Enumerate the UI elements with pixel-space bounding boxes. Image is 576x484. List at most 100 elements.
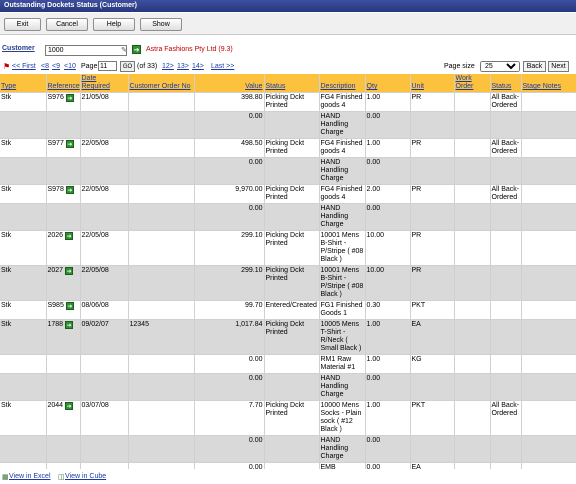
cell-qty-text: 10.00: [366, 232, 385, 239]
page-number-input[interactable]: [98, 61, 117, 71]
page-13-link[interactable]: 13>: [177, 63, 189, 70]
table-row[interactable]: Stk 2044 ➔ 03/07/08 7.70 Picking Dckt Printed…: [0, 400, 576, 436]
page-8-link[interactable]: <8: [41, 63, 49, 70]
table-row[interactable]: 0.00 HAND Handling Charge 0.00: [0, 203, 576, 231]
excel-icon[interactable]: ▦: [2, 474, 9, 481]
go-arrow-icon[interactable]: ➔: [65, 94, 74, 102]
cell-ref[interactable]: [46, 203, 81, 231]
col-status2[interactable]: Status: [490, 74, 522, 93]
col-qty[interactable]: Qty: [365, 74, 411, 93]
cell-wo: [454, 435, 491, 463]
table-row[interactable]: Stk S977 ➔ 22/05/08 498.50 Picking Dckt Print…: [0, 138, 576, 158]
col-type[interactable]: Type: [0, 74, 47, 93]
last-page-link[interactable]: Last >>: [211, 63, 235, 70]
table-row[interactable]: 0.00 HAND Handling Charge 0.00: [0, 111, 576, 139]
customer-label[interactable]: Customer: [2, 45, 35, 52]
table-row[interactable]: 0.00 HAND Handling Charge 0.00: [0, 435, 576, 463]
table-row[interactable]: Stk S978 ➔ 22/05/08 9,970.00 Picking Dckt Pri…: [0, 184, 576, 204]
table-row[interactable]: Stk 2027 ➔ 22/05/08 299.10 Picking Dckt Print…: [0, 265, 576, 301]
cell-ref[interactable]: 2026 ➔: [46, 230, 81, 266]
page-14-link[interactable]: 14>: [192, 63, 204, 70]
cell-ref[interactable]: S978 ➔: [46, 184, 81, 204]
table-row[interactable]: 0.00 RM1 Raw Material #1 1.00 KG: [0, 354, 576, 374]
table-row[interactable]: Stk S985 ➔ 08/06/08 99.70 Entered/Created FG1 …: [0, 300, 576, 320]
cell-status-text: Picking Dckt Printed: [265, 402, 305, 417]
first-page-link[interactable]: << First: [12, 63, 36, 70]
cell-ref[interactable]: 2027 ➔: [46, 265, 81, 301]
cancel-button[interactable]: Cancel: [46, 18, 88, 31]
col-status2-label[interactable]: Status: [491, 83, 512, 90]
cell-wo: [454, 230, 491, 266]
col-description-label[interactable]: Description: [320, 83, 356, 90]
cell-status-text: Picking Dckt Printed: [265, 321, 305, 336]
col-customer-order[interactable]: Customer Order No: [128, 74, 195, 93]
show-button[interactable]: Show: [140, 18, 182, 31]
cell-desc-text: HAND Handling Charge: [320, 205, 349, 228]
go-arrow-icon[interactable]: ➔: [65, 140, 74, 148]
col-value[interactable]: Value: [194, 74, 265, 93]
cell-status2: [490, 203, 522, 231]
customer-input[interactable]: [45, 45, 127, 56]
view-in-cube-link[interactable]: View in Cube: [65, 473, 107, 480]
table-row[interactable]: Stk S976 ➔ 21/05/08 398.80 Picking Dckt Print…: [0, 92, 576, 112]
go-arrow-icon[interactable]: ➔: [65, 232, 74, 240]
col-type-label[interactable]: Type: [1, 83, 17, 90]
table-row[interactable]: 0.00 HAND Handling Charge 0.00: [0, 157, 576, 185]
cell-ref[interactable]: 2044 ➔: [46, 400, 81, 436]
cell-type: [0, 157, 47, 185]
col-reference[interactable]: Reference: [46, 74, 81, 93]
next-button[interactable]: Next: [548, 61, 569, 72]
cell-qty-text: 1.00: [366, 94, 381, 101]
table-row[interactable]: Stk 2026 ➔ 22/05/08 299.10 Picking Dckt Print…: [0, 230, 576, 266]
view-in-excel-link[interactable]: View in Excel: [9, 473, 51, 480]
col-value-label[interactable]: Value: [245, 83, 263, 90]
cell-ref[interactable]: S977 ➔: [46, 138, 81, 158]
go-arrow-icon[interactable]: ➔: [65, 302, 74, 310]
col-stage-notes[interactable]: Stage Notes: [521, 74, 576, 93]
cell-ref[interactable]: [46, 373, 81, 401]
go-arrow-icon[interactable]: ➔: [132, 45, 141, 54]
cell-notes: [521, 184, 576, 204]
cell-ref[interactable]: S976 ➔: [46, 92, 81, 112]
go-arrow-icon[interactable]: ➔: [65, 402, 74, 410]
col-reference-label[interactable]: Reference: [47, 83, 80, 90]
cell-ref[interactable]: S985 ➔: [46, 300, 81, 320]
help-button[interactable]: Help: [93, 18, 135, 31]
go-arrow-icon[interactable]: ➔: [65, 267, 74, 275]
go-arrow-icon[interactable]: ➔: [65, 321, 74, 329]
col-description[interactable]: Description: [319, 74, 366, 93]
col-stage-notes-label[interactable]: Stage Notes: [522, 83, 562, 90]
page-size-select[interactable]: 25: [480, 61, 520, 72]
col-status-label[interactable]: Status: [265, 83, 286, 90]
col-unit[interactable]: Unit: [410, 74, 455, 93]
exit-button[interactable]: Exit: [4, 18, 41, 31]
table-row[interactable]: Stk 1788 ➔ 09/02/07 12345 1,017.84 Picking Dck…: [0, 319, 576, 355]
cell-ref[interactable]: 1788 ➔: [46, 319, 81, 355]
go-arrow-icon[interactable]: ➔: [65, 186, 74, 194]
col-unit-label[interactable]: Unit: [411, 83, 424, 90]
col-status[interactable]: Status: [264, 74, 320, 93]
go-button[interactable]: GO: [120, 61, 135, 72]
col-date-required[interactable]: Date Required: [80, 74, 129, 93]
page-12-link[interactable]: 12>: [162, 63, 174, 70]
cell-ref[interactable]: [46, 157, 81, 185]
table-row[interactable]: 0.00 EMB Embroidery 0.00 EA: [0, 462, 576, 469]
col-work-order-label[interactable]: Work Order: [455, 75, 474, 90]
back-button[interactable]: Back: [523, 61, 546, 72]
cell-ref[interactable]: [46, 354, 81, 374]
cell-ref[interactable]: [46, 462, 81, 469]
col-work-order[interactable]: Work Order: [454, 74, 491, 93]
cell-value: 7.70: [194, 400, 265, 436]
page-9-link[interactable]: <9: [52, 63, 60, 70]
cell-date: [80, 203, 129, 231]
col-date-required-label[interactable]: Date Required: [81, 75, 110, 90]
col-customer-order-label[interactable]: Customer Order No: [129, 83, 191, 90]
cube-icon[interactable]: ◫: [58, 474, 65, 481]
col-qty-label[interactable]: Qty: [366, 83, 378, 90]
page-10-link[interactable]: <10: [64, 63, 76, 70]
table-row[interactable]: 0.00 HAND Handling Charge 0.00: [0, 373, 576, 401]
cell-ref[interactable]: [46, 435, 81, 463]
cell-date-text: 21/05/08: [81, 94, 109, 101]
cell-ref[interactable]: [46, 111, 81, 139]
edit-icon[interactable]: ✎: [121, 47, 127, 54]
